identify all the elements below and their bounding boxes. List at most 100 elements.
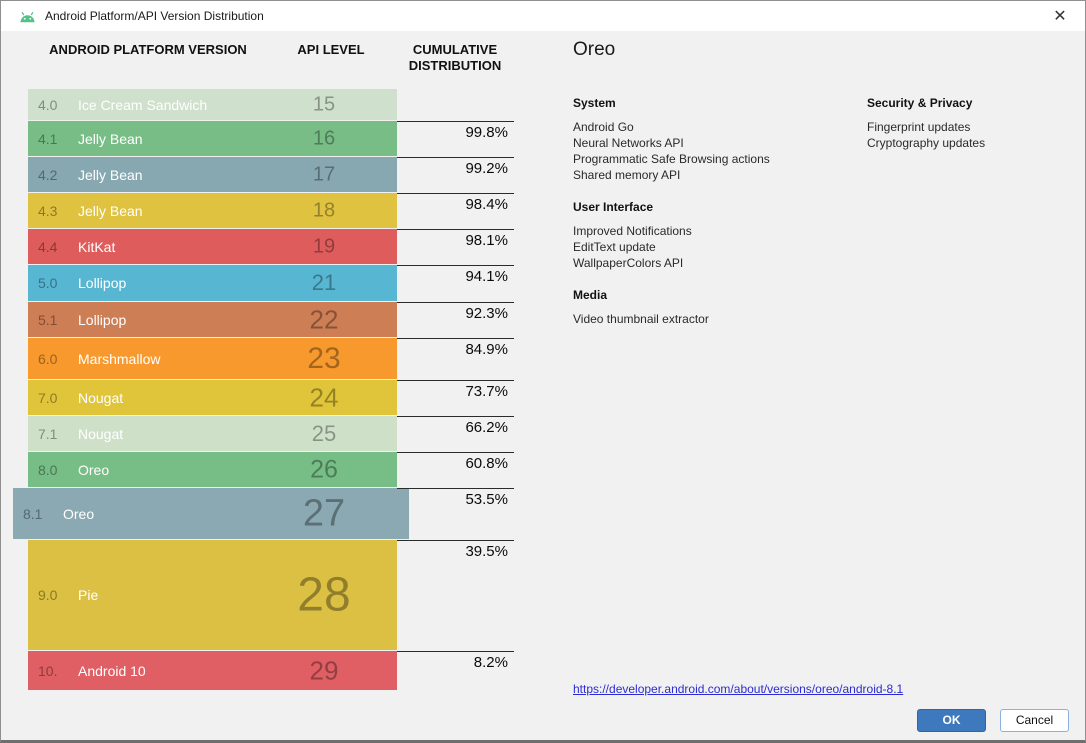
- cumulative-cell: 53.5%: [397, 488, 514, 540]
- table-row[interactable]: 10. Android 10 29 8.2%: [1, 651, 541, 691]
- table-row[interactable]: 8.0 Oreo 26 60.8%: [1, 452, 541, 488]
- api-level-value: 19: [312, 235, 336, 257]
- version-number: 4.3: [38, 202, 58, 219]
- cumulative-value: 92.3%: [465, 305, 508, 322]
- release-title: Oreo: [573, 39, 616, 60]
- version-bar[interactable]: 4.0 Ice Cream Sandwich 15: [28, 89, 397, 120]
- feature-item: Cryptography updates: [867, 136, 986, 150]
- version-name: Marshmallow: [78, 350, 161, 367]
- table-row[interactable]: 5.1 Lollipop 22 92.3%: [1, 302, 541, 338]
- api-level-value: 27: [302, 492, 346, 534]
- version-bar[interactable]: 10. Android 10 29: [28, 651, 397, 690]
- ok-button[interactable]: OK: [917, 709, 986, 732]
- cumulative-cell: 98.4%: [397, 193, 514, 229]
- version-bar[interactable]: 4.1 Jelly Bean 16: [28, 121, 397, 156]
- version-number: 7.0: [38, 389, 58, 406]
- version-bar[interactable]: 4.3 Jelly Bean 18: [28, 193, 397, 228]
- api-level-value: 21: [311, 270, 337, 295]
- version-name: KitKat: [78, 238, 116, 255]
- feature-item: Programmatic Safe Browsing actions: [573, 152, 770, 166]
- cancel-button[interactable]: Cancel: [1000, 709, 1069, 732]
- section-items: Android Go Neural Networks API Programmati…: [573, 119, 859, 183]
- android-logo-icon: [20, 11, 35, 23]
- version-number: 4.0: [38, 96, 58, 113]
- api-level-value: 28: [297, 568, 351, 622]
- cumulative-cell: 84.9%: [397, 338, 514, 380]
- version-bar[interactable]: 5.1 Lollipop 22: [28, 302, 397, 337]
- version-bar[interactable]: 8.1 Oreo 27: [13, 488, 409, 539]
- cumulative-value: 60.8%: [465, 455, 508, 472]
- cumulative-value: 53.5%: [465, 491, 508, 508]
- version-number: 4.1: [38, 130, 58, 147]
- version-bar[interactable]: 4.2 Jelly Bean 17: [28, 157, 397, 192]
- api-level-value: 29: [309, 655, 339, 685]
- window-title: Android Platform/API Version Distributio…: [45, 9, 264, 23]
- title-bar: Android Platform/API Version Distributio…: [1, 1, 1085, 31]
- header-platform-version: ANDROID PLATFORM VERSION: [49, 42, 247, 57]
- cumulative-value: 73.7%: [465, 383, 508, 400]
- version-bar[interactable]: 9.0 Pie 28: [28, 540, 397, 650]
- version-bar[interactable]: 7.1 Nougat 25: [28, 416, 397, 451]
- table-row[interactable]: 4.2 Jelly Bean 17 99.2%: [1, 157, 541, 193]
- table-row[interactable]: 8.1 Oreo 27 53.5%: [1, 488, 541, 540]
- version-name: Lollipop: [78, 275, 127, 291]
- cumulative-cell: 94.1%: [397, 265, 514, 302]
- table-row[interactable]: 4.3 Jelly Bean 18 98.4%: [1, 193, 541, 229]
- feature-item: EditText update: [573, 240, 656, 254]
- version-bar[interactable]: 8.0 Oreo 26: [28, 452, 397, 487]
- version-bar[interactable]: 6.0 Marshmallow 23: [28, 338, 397, 379]
- section-items: Fingerprint updates Cryptography updates: [867, 119, 1079, 151]
- feature-item: Improved Notifications: [573, 224, 692, 238]
- section-items: Improved Notifications EditText update Wal…: [573, 223, 859, 271]
- cumulative-cell: [397, 89, 514, 121]
- table-row[interactable]: 6.0 Marshmallow 23 84.9%: [1, 338, 541, 380]
- version-number: 4.2: [38, 166, 58, 183]
- docs-link[interactable]: https://developer.android.com/about/vers…: [573, 682, 904, 696]
- api-level-value: 23: [307, 341, 341, 375]
- cumulative-cell: 66.2%: [397, 416, 514, 452]
- table-row[interactable]: 4.0 Ice Cream Sandwich 15: [1, 89, 541, 121]
- cumulative-cell: 99.2%: [397, 157, 514, 193]
- api-level-value: 25: [311, 420, 337, 446]
- chart-rows: 4.0 Ice Cream Sandwich 15 4.1 Jelly Bean…: [1, 89, 541, 691]
- version-name: Pie: [78, 587, 99, 603]
- section-heading: System: [573, 96, 616, 110]
- cumulative-cell: 99.8%: [397, 121, 514, 157]
- cumulative-value: 98.4%: [465, 196, 508, 213]
- feature-item: Neural Networks API: [573, 136, 684, 150]
- cumulative-value: 99.8%: [465, 124, 508, 141]
- api-level-value: 16: [312, 127, 336, 149]
- table-row[interactable]: 4.1 Jelly Bean 16 99.8%: [1, 121, 541, 157]
- version-bar[interactable]: 4.4 KitKat 19: [28, 229, 397, 264]
- close-icon[interactable]: ✕: [1053, 8, 1067, 25]
- cumulative-cell: 98.1%: [397, 229, 514, 265]
- version-bar[interactable]: 7.0 Nougat 24: [28, 380, 397, 415]
- table-row[interactable]: 9.0 Pie 28 39.5%: [1, 540, 541, 651]
- section-heading: Media: [573, 288, 608, 302]
- table-row[interactable]: 7.1 Nougat 25 66.2%: [1, 416, 541, 452]
- cumulative-value: 39.5%: [465, 543, 508, 560]
- feature-item: Shared memory API: [573, 168, 681, 182]
- table-row[interactable]: 7.0 Nougat 24 73.7%: [1, 380, 541, 416]
- cumulative-value: 84.9%: [465, 341, 508, 358]
- cumulative-cell: 8.2%: [397, 651, 514, 691]
- version-name: Oreo: [63, 505, 95, 522]
- version-number: 7.1: [38, 425, 58, 442]
- cumulative-cell: 60.8%: [397, 452, 514, 488]
- header-api-level: API LEVEL: [297, 42, 365, 57]
- version-number: 8.0: [38, 461, 58, 478]
- details-column-right: Security & Privacy Fingerprint updates Cry…: [867, 79, 1079, 151]
- table-row[interactable]: 4.4 KitKat 19 98.1%: [1, 229, 541, 265]
- api-level-value: 18: [312, 199, 336, 221]
- api-level-value: 17: [312, 163, 336, 185]
- version-number: 10.: [38, 662, 58, 679]
- details-column-left: System Android Go Neural Networks API Progr…: [573, 79, 859, 327]
- section-items: Video thumbnail extractor: [573, 311, 859, 327]
- api-level-value: 22: [309, 304, 339, 334]
- version-number: 5.1: [38, 311, 58, 328]
- version-number: 5.0: [38, 275, 58, 291]
- version-bar[interactable]: 5.0 Lollipop 21: [28, 265, 397, 301]
- table-row[interactable]: 5.0 Lollipop 21 94.1%: [1, 265, 541, 302]
- release-details-panel: Oreo System Android Go Neural Networks API…: [573, 39, 1079, 326]
